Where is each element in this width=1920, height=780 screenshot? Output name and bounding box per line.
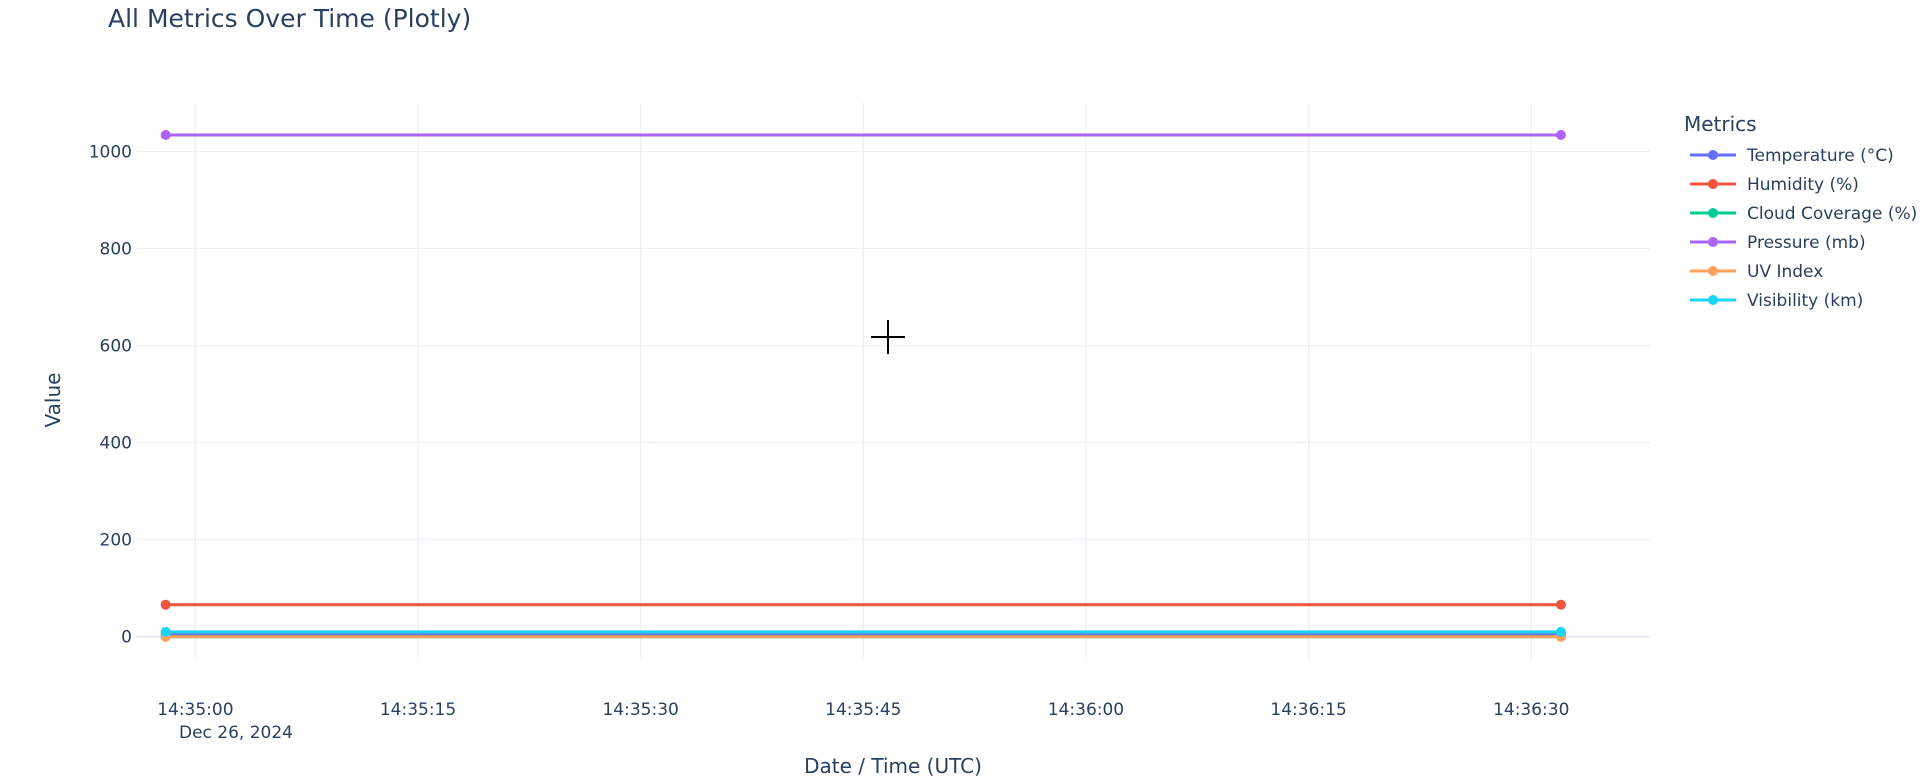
x-tick-label: 14:35:30 — [602, 700, 678, 720]
data-point[interactable] — [1555, 626, 1566, 637]
legend-swatch-marker — [1708, 150, 1718, 160]
legend-item[interactable]: Humidity (%) — [1690, 175, 1859, 195]
data-point[interactable] — [160, 626, 171, 637]
legend-item[interactable]: Temperature (°C) — [1690, 146, 1894, 166]
data-point[interactable] — [160, 130, 171, 141]
x-tick-label: 14:35:45 — [825, 700, 901, 720]
x-axis-date-label: Dec 26, 2024 — [179, 723, 293, 743]
series-3 — [160, 130, 1566, 141]
x-axis-title: Date / Time (UTC) — [804, 754, 982, 778]
x-tick-label: 14:35:15 — [380, 700, 456, 720]
y-axis-ticks: 0 200 400 600 800 1000 — [89, 143, 132, 648]
legend-swatch-marker — [1708, 208, 1718, 218]
legend-label: Cloud Coverage (%) — [1747, 204, 1917, 224]
legend-label: Pressure (mb) — [1747, 233, 1866, 253]
series-5 — [160, 626, 1566, 637]
y-tick-label: 0 — [121, 628, 132, 648]
legend-swatch-marker — [1708, 237, 1718, 247]
x-tick-label: 14:35:00 — [157, 700, 233, 720]
y-axis-title: Value — [41, 373, 65, 428]
y-tick-label: 200 — [100, 531, 132, 551]
legend-item[interactable]: UV Index — [1690, 262, 1823, 282]
y-tick-label: 1000 — [89, 143, 132, 163]
data-point[interactable] — [1555, 130, 1566, 141]
legend-item[interactable]: Cloud Coverage (%) — [1690, 204, 1917, 224]
legend-label: Humidity (%) — [1747, 175, 1859, 195]
legend-swatch-marker — [1708, 179, 1718, 189]
plot-area[interactable] — [136, 103, 1650, 661]
crosshair-cursor-icon — [871, 320, 905, 354]
series-1 — [160, 599, 1566, 610]
x-tick-label: 14:36:00 — [1048, 700, 1124, 720]
legend-items: Temperature (°C) Humidity (%) Cloud Covera… — [1690, 146, 1917, 311]
legend-label: Visibility (km) — [1747, 291, 1863, 311]
plot-background — [136, 103, 1650, 661]
data-point[interactable] — [160, 599, 171, 610]
y-tick-label: 600 — [100, 337, 132, 357]
y-tick-label: 400 — [100, 434, 132, 454]
legend-swatch-marker — [1708, 295, 1718, 305]
chart-title: All Metrics Over Time (Plotly) — [108, 4, 471, 33]
legend-label: UV Index — [1747, 262, 1823, 282]
x-tick-label: 14:36:30 — [1493, 700, 1569, 720]
x-tick-label: 14:36:15 — [1270, 700, 1346, 720]
legend: Metrics Temperature (°C) Humidity (%) Clou… — [1684, 112, 1917, 311]
y-tick-label: 800 — [100, 240, 132, 260]
legend-title: Metrics — [1684, 112, 1757, 136]
legend-item[interactable]: Pressure (mb) — [1690, 233, 1866, 253]
legend-item[interactable]: Visibility (km) — [1690, 291, 1863, 311]
series-layer — [160, 130, 1566, 642]
data-point[interactable] — [1555, 599, 1566, 610]
legend-swatch-marker — [1708, 266, 1718, 276]
x-axis-ticks: 14:35:00 14:35:15 14:35:30 14:35:45 14:36:00… — [157, 700, 1569, 720]
x-grid — [194, 103, 1532, 661]
legend-label: Temperature (°C) — [1746, 146, 1894, 166]
